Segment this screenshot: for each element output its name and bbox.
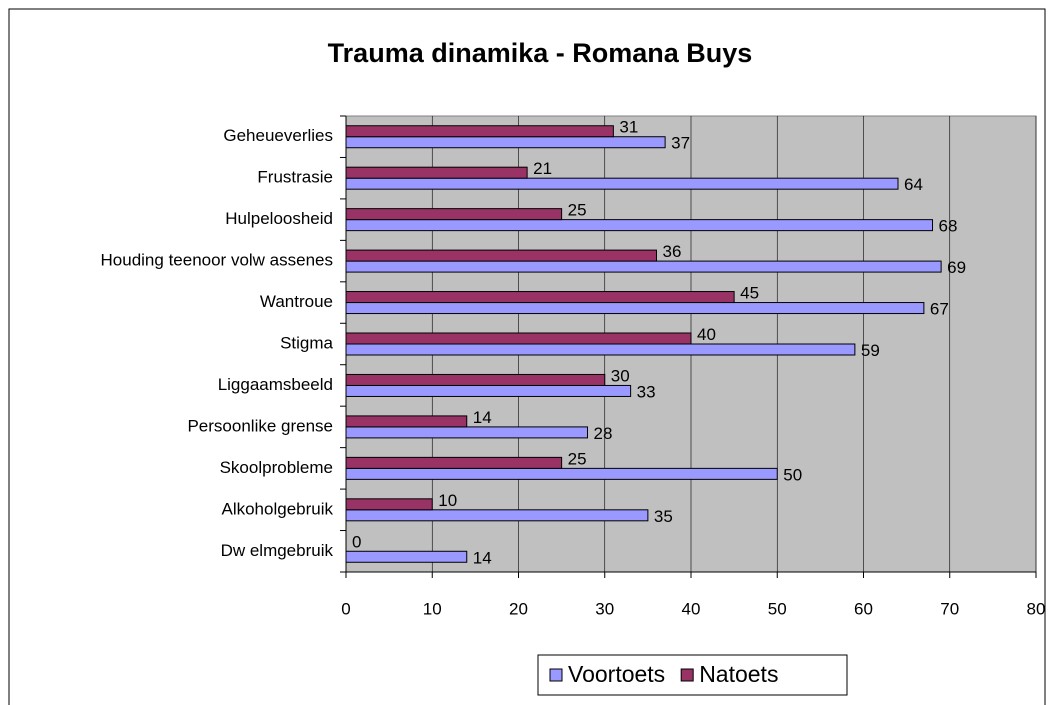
value-label: 35 <box>654 507 673 526</box>
y-tick-label: Geheueverlies <box>223 126 333 145</box>
bar <box>345 343 856 356</box>
y-tick-label: Alkoholgebruik <box>221 499 333 518</box>
value-label: 33 <box>637 382 656 401</box>
value-label: 36 <box>663 242 682 261</box>
bar <box>345 498 433 511</box>
bar <box>345 373 606 386</box>
legend-swatch <box>549 668 563 682</box>
bar <box>345 332 692 345</box>
y-tick-label: Skoolprobleme <box>220 458 333 477</box>
value-label: 21 <box>533 159 552 178</box>
y-tick-label: Dw elmgebruik <box>221 541 334 560</box>
bar <box>345 260 942 273</box>
value-label: 45 <box>740 284 759 303</box>
value-label: 10 <box>438 491 457 510</box>
value-label: 50 <box>783 465 802 484</box>
bar <box>345 125 614 138</box>
x-tick-label: 30 <box>595 599 614 618</box>
value-label: 0 <box>352 532 361 551</box>
value-label: 31 <box>619 118 638 137</box>
value-label: 28 <box>594 424 613 443</box>
bar <box>345 136 666 149</box>
value-label: 68 <box>939 217 958 236</box>
y-tick-label: Liggaamsbeeld <box>218 375 333 394</box>
bar <box>345 249 657 262</box>
value-label: 14 <box>473 548 492 567</box>
bar <box>345 550 468 563</box>
bar <box>345 384 632 397</box>
value-label: 14 <box>473 408 492 427</box>
legend-label: Voortoets <box>568 661 665 687</box>
value-label: 37 <box>671 134 690 153</box>
value-label: 40 <box>697 325 716 344</box>
value-label: 69 <box>947 258 966 277</box>
value-label: 64 <box>904 175 923 194</box>
x-tick-label: 40 <box>682 599 701 618</box>
bar <box>345 456 563 469</box>
y-tick-label: Persoonlike grense <box>187 416 333 435</box>
x-tick-label: 60 <box>854 599 873 618</box>
y-tick-label: Stigma <box>280 333 333 352</box>
bar <box>345 291 735 304</box>
x-tick-label: 10 <box>423 599 442 618</box>
x-tick-label: 50 <box>768 599 787 618</box>
value-label: 25 <box>568 449 587 468</box>
y-tick-label: Houding teenoor volw assenes <box>101 251 333 270</box>
y-tick-label: Frustrasie <box>257 168 333 187</box>
value-label: 30 <box>611 366 630 385</box>
value-label: 67 <box>930 300 949 319</box>
value-label: 25 <box>568 201 587 220</box>
x-tick-label: 80 <box>1027 599 1046 618</box>
bar <box>345 415 468 428</box>
bar <box>345 302 925 315</box>
legend-swatch <box>680 668 694 682</box>
x-tick-label: 20 <box>509 599 528 618</box>
y-tick-label: Wantroue <box>260 292 333 311</box>
y-tick-label: Hulpeloosheid <box>225 209 333 228</box>
bar <box>345 467 778 480</box>
bar <box>345 509 649 522</box>
x-tick-label: 0 <box>341 599 350 618</box>
legend-label: Natoets <box>699 661 778 687</box>
chart-title: Trauma dinamika - Romana Buys <box>328 38 753 68</box>
value-label: 59 <box>861 341 880 360</box>
bar <box>345 177 899 190</box>
chart-frame <box>8 8 1046 705</box>
bar <box>345 208 563 221</box>
x-tick-label: 70 <box>940 599 959 618</box>
bar <box>345 426 588 439</box>
bar <box>345 219 933 232</box>
bar <box>345 166 528 179</box>
